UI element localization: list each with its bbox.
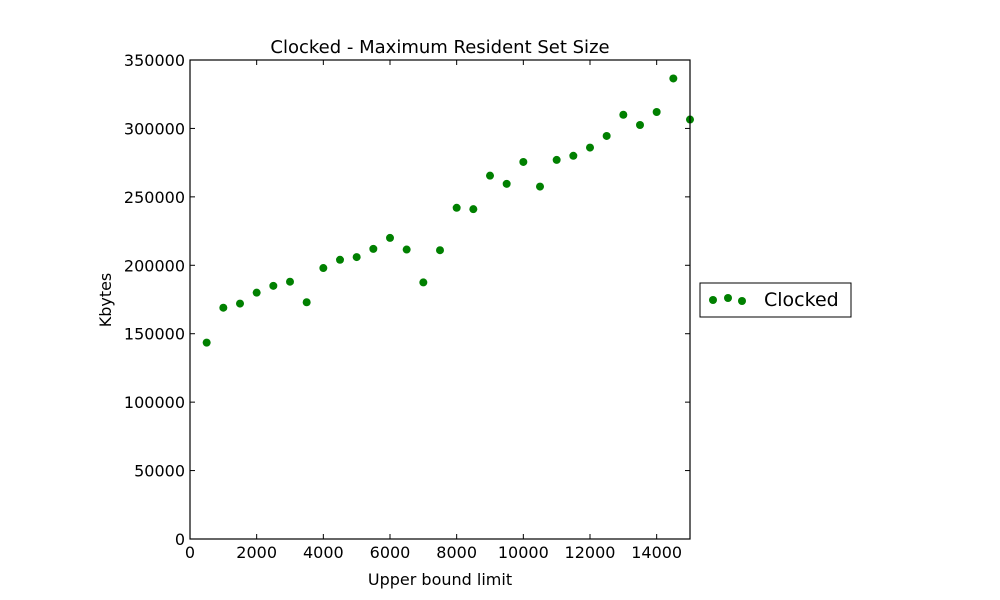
- data-point: [319, 264, 328, 273]
- data-point: [402, 245, 411, 254]
- data-point: [636, 121, 644, 130]
- data-point: [536, 182, 544, 191]
- y-tick-label: 150000: [124, 325, 185, 344]
- y-tick-label: 300000: [124, 119, 185, 138]
- data-point: [452, 203, 461, 212]
- data-point: [269, 281, 278, 290]
- axis-ticks: 0 2000 4000 6000 8000 10000 12000 14000 0 50000 10…: [124, 51, 690, 562]
- x-tick-label: 14000: [631, 543, 682, 562]
- y-tick-label: 0: [175, 530, 185, 549]
- data-point: [419, 278, 428, 287]
- y-tick-label: 350000: [124, 51, 185, 70]
- legend-markers: [709, 294, 746, 305]
- x-tick-label: 6000: [370, 543, 411, 562]
- x-tick-label: 0: [185, 543, 195, 562]
- data-point: [302, 298, 311, 307]
- data-point: [602, 131, 611, 140]
- x-tick-label: 2000: [236, 543, 277, 562]
- y-tick-label: 100000: [124, 393, 185, 412]
- data-point: [652, 108, 661, 117]
- legend-entry-clocked: Clocked: [764, 289, 839, 311]
- data-point: [219, 303, 228, 312]
- data-point: [486, 171, 494, 180]
- y-tick-label: 50000: [134, 462, 185, 481]
- data-point: [569, 151, 578, 160]
- data-point: [236, 299, 244, 308]
- data-point: [386, 233, 394, 242]
- x-tick-label: 12000: [565, 543, 616, 562]
- data-point: [369, 244, 378, 253]
- legend-box: [699, 282, 852, 318]
- legend: Clocked: [699, 282, 852, 318]
- x-tick-label: 10000: [498, 543, 549, 562]
- data-point: [336, 255, 344, 264]
- data-points: [202, 74, 694, 347]
- data-point: [286, 277, 294, 286]
- data-point: [552, 155, 561, 164]
- plot-frame: [189, 59, 691, 540]
- y-tick-label: 250000: [124, 188, 185, 207]
- y-tick-label: 200000: [124, 256, 185, 275]
- data-point: [519, 157, 528, 166]
- data-point: [436, 246, 444, 255]
- x-axis-label: Upper bound limit: [368, 570, 512, 589]
- data-point: [669, 74, 678, 83]
- data-point: [586, 143, 594, 152]
- chart-title: Clocked - Maximum Resident Set Size: [270, 37, 609, 58]
- data-point: [202, 338, 211, 347]
- legend-marker: [709, 296, 717, 304]
- x-tick-label: 8000: [436, 543, 477, 562]
- data-point: [252, 288, 261, 297]
- data-point: [619, 110, 628, 119]
- legend-marker: [724, 294, 732, 302]
- x-tick-label: 4000: [303, 543, 344, 562]
- data-point: [502, 179, 511, 188]
- data-point: [352, 253, 361, 262]
- y-axis-label: Kbytes: [96, 273, 115, 328]
- data-point: [469, 205, 478, 214]
- legend-marker: [738, 297, 746, 305]
